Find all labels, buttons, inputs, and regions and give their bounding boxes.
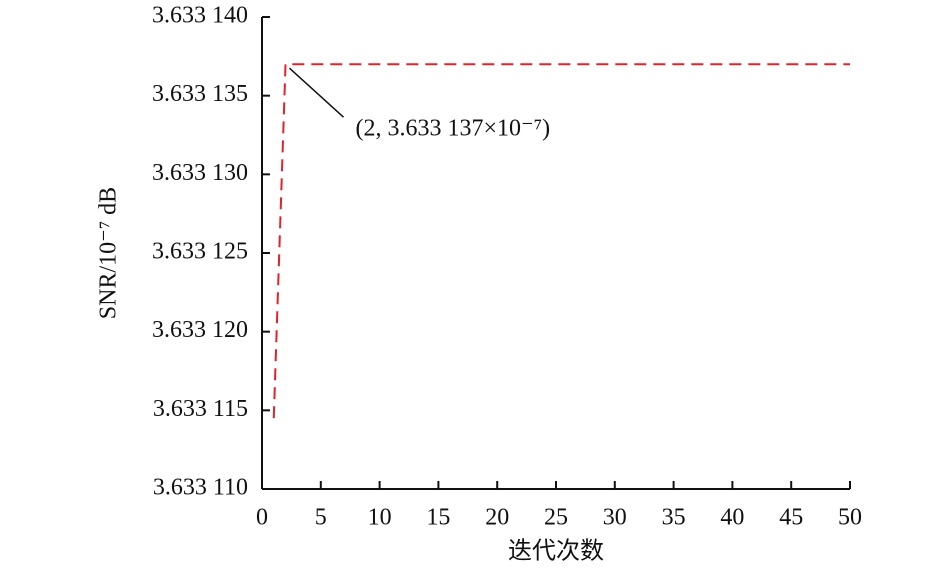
x-tick-label: 5 (315, 505, 327, 531)
x-tick-label: 35 (662, 505, 686, 531)
x-tick-label: 50 (838, 505, 862, 531)
x-tick-label: 10 (368, 505, 392, 531)
x-tick-label: 40 (720, 505, 744, 531)
annotation-leader (289, 67, 345, 118)
x-tick-label: 20 (485, 505, 509, 531)
y-axis-label: SNR/10⁻⁷ dB (96, 187, 122, 319)
x-tick-label: 0 (256, 505, 268, 531)
data-line (272, 63, 850, 419)
y-tick-label: 3.633 140 (152, 3, 248, 29)
x-tick-label: 30 (603, 505, 627, 531)
y-tick-label: 3.633 125 (152, 239, 248, 265)
y-tick-label: 3.633 115 (153, 396, 248, 422)
x-axis-label: 迭代次数 (508, 538, 604, 565)
annotation: (2, 3.633 137×10⁻⁷) (356, 116, 551, 142)
y-tick-label: 3.633 130 (152, 160, 248, 186)
x-tick-label: 15 (426, 505, 450, 531)
x-tick-label: 45 (779, 505, 803, 531)
x-tick-label: 25 (544, 505, 568, 531)
y-tick-label: 3.633 135 (152, 81, 248, 107)
y-tick-label: 3.633 120 (152, 317, 248, 343)
y-tick-label: 3.633 110 (153, 475, 248, 501)
